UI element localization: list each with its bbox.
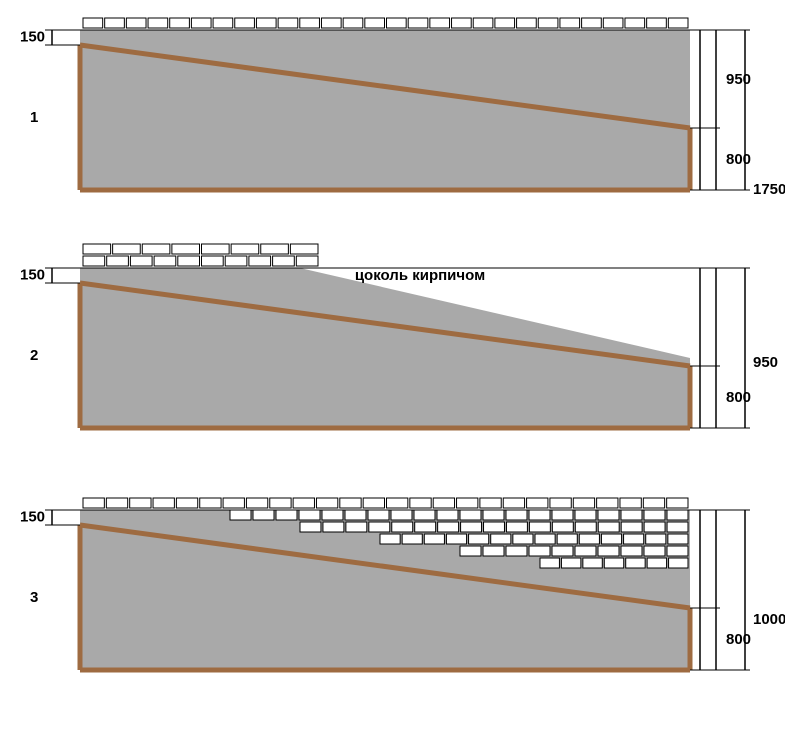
dim-left-150: 150 <box>20 508 45 525</box>
dim-left-150: 150 <box>20 266 45 283</box>
dim-right-800: 800 <box>726 389 751 406</box>
diagram-number: 3 <box>30 589 38 606</box>
diagram-number: 1 <box>30 109 38 126</box>
dim-total-1000: 1000 <box>753 611 785 628</box>
dim-right-800: 800 <box>726 151 751 168</box>
dim-left-150: 150 <box>20 28 45 45</box>
diagram-1: 150 1 950 8001750 <box>20 18 785 198</box>
diagram-3: 150 3 8001000 <box>20 498 785 670</box>
dim-right-800: 800 <box>726 631 751 648</box>
diagram-number: 2 <box>30 347 38 364</box>
dim-right-950: 950 <box>726 71 751 88</box>
dim-total-1750: 1750 <box>753 181 785 198</box>
dim-total-950: 950 <box>753 354 778 371</box>
diagram-canvas: 150195080017501502800950цоколь кирпичом1… <box>0 0 785 734</box>
caption-text: цоколь кирпичом <box>355 267 485 284</box>
diagram-2: 150 2 800 950 цоколь кирпичом <box>20 244 778 428</box>
